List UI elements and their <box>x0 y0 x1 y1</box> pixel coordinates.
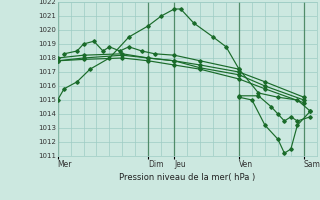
X-axis label: Pression niveau de la mer( hPa ): Pression niveau de la mer( hPa ) <box>119 173 255 182</box>
